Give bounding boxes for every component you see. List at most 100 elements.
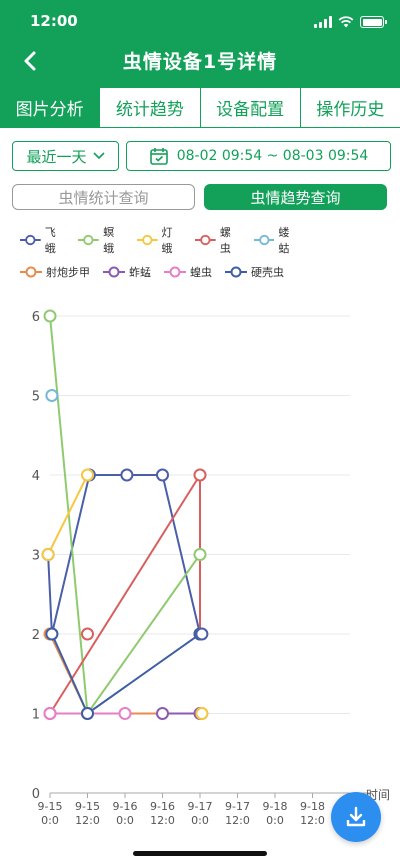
signal-icon <box>314 16 332 28</box>
x-tick-date: 9-16 <box>150 800 175 813</box>
time-range-select[interactable]: 最近一天 <box>12 141 119 171</box>
y-tick-label: 5 <box>32 390 40 405</box>
legend-item[interactable]: 灯蛾 <box>136 224 182 256</box>
series-line <box>47 474 201 635</box>
detail-tabs: 图片分析 统计趋势 设备配置 操作历史 <box>0 88 400 128</box>
data-point <box>193 468 207 482</box>
legend-marker <box>103 266 125 278</box>
calendar-icon <box>149 148 168 165</box>
x-tick-time: 0:0 <box>266 814 284 827</box>
legend-marker-dot <box>169 266 181 278</box>
legend-marker <box>195 234 216 246</box>
legend-label: 蚱蜢 <box>129 266 151 279</box>
legend-row: 射炮步甲 蚱蜢 蝗虫 硬壳虫 <box>12 256 312 288</box>
legend-marker <box>164 266 186 278</box>
y-tick-label: 6 <box>32 310 40 325</box>
data-point <box>81 707 94 720</box>
status-time: 12:00 <box>30 12 78 30</box>
x-tick-time: 12:0 <box>300 814 325 827</box>
legend-item[interactable]: 蚱蜢 <box>103 264 151 280</box>
x-tick-time: 12:0 <box>225 814 250 827</box>
legend-marker-dot <box>141 234 153 246</box>
legend-marker-dot <box>83 234 94 246</box>
x-tick-time: 12:0 <box>75 814 100 827</box>
legend-item[interactable]: 射炮步甲 <box>20 264 90 280</box>
battery-icon <box>360 16 387 28</box>
tab-pest-statistics-query[interactable]: 虫情统计查询 <box>12 184 195 210</box>
tab-image-analysis[interactable]: 图片分析 <box>0 88 100 127</box>
tab-pest-trend-query[interactable]: 虫情趋势查询 <box>204 184 387 210</box>
tab-operation-history[interactable]: 操作历史 <box>299 88 400 127</box>
y-tick-label: 3 <box>32 549 40 564</box>
back-arrow-icon[interactable] <box>20 50 42 72</box>
x-tick-time: 12:0 <box>150 814 175 827</box>
tab-device-config[interactable]: 设备配置 <box>199 88 300 127</box>
download-icon <box>346 806 366 827</box>
tab-statistics-trend[interactable]: 统计趋势 <box>99 88 199 127</box>
x-tick-label: 9-17 12:0 <box>225 800 250 827</box>
legend-label: 飞蛾 <box>44 226 56 255</box>
series-line <box>47 474 89 555</box>
x-tick-time: 0:0 <box>41 814 59 827</box>
page-title: 虫情设备1号详情 <box>122 51 278 73</box>
x-tick-label: 9-17 0:0 <box>188 800 213 827</box>
x-tick-label: 9-16 12:0 <box>150 800 175 827</box>
legend-marker-dot <box>258 234 270 246</box>
x-tick-date: 9-18 <box>263 800 288 813</box>
x-tick-date: 9-18 <box>300 800 325 813</box>
series-line <box>49 633 202 715</box>
legend-label: 螟蛾 <box>103 226 115 255</box>
data-point <box>43 707 57 720</box>
x-tick-date: 9-16 <box>113 800 138 813</box>
legend-row: 飞蛾 螟蛾 灯蛾 螺虫 蝼蛄 <box>12 224 312 256</box>
data-point <box>156 707 169 720</box>
legend-label: 灯蛾 <box>161 226 173 255</box>
legend-item[interactable]: 螺虫 <box>195 224 240 256</box>
legend-item[interactable]: 蝼蛄 <box>253 224 299 256</box>
data-point <box>118 707 132 720</box>
legend-label: 硬壳虫 <box>251 266 284 279</box>
legend-marker-dot <box>230 266 242 278</box>
x-tick-label: 9-18 0:0 <box>263 800 288 827</box>
date-range-text: 08-02 09:54 ~ 08-03 09:54 <box>176 148 369 164</box>
legend-marker <box>20 234 41 246</box>
status-bar: 12:00 <box>0 0 400 44</box>
data-point <box>41 548 55 561</box>
download-button[interactable] <box>331 792 381 842</box>
data-point <box>43 309 57 323</box>
data-point <box>156 468 169 482</box>
x-tick-label: 9-18 12:0 <box>300 800 325 827</box>
chevron-down-icon <box>92 152 105 160</box>
legend-marker-dot <box>25 234 36 246</box>
y-tick-label: 0 <box>32 787 40 802</box>
y-tick-label: 2 <box>32 628 40 643</box>
time-range-label: 最近一天 <box>26 147 87 166</box>
data-point <box>195 707 209 720</box>
legend-label: 螺虫 <box>219 226 231 255</box>
legend-item[interactable]: 螟蛾 <box>78 224 123 256</box>
wifi-icon <box>338 16 354 28</box>
top-bar: 12:00 虫情设备1号详情 <box>0 0 400 88</box>
data-point <box>45 389 59 402</box>
legend-item[interactable]: 飞蛾 <box>20 224 65 256</box>
data-point <box>193 548 207 561</box>
data-point <box>81 627 94 641</box>
data-point <box>120 468 134 482</box>
legend-item[interactable]: 硬壳虫 <box>225 264 284 280</box>
legend-marker <box>253 234 275 246</box>
legend-item[interactable]: 蝗虫 <box>164 264 212 280</box>
data-point <box>45 627 59 641</box>
x-tick-time: 0:0 <box>116 814 134 827</box>
x-tick-date: 9-15 <box>38 800 63 813</box>
data-point <box>81 468 94 482</box>
legend-marker <box>78 234 100 246</box>
x-tick-label: 9-16 0:0 <box>113 800 138 827</box>
date-range-picker[interactable]: 08-02 09:54 ~ 08-03 09:54 <box>126 141 391 171</box>
legend-marker-dot <box>108 266 120 278</box>
legend-label: 蝗虫 <box>190 266 212 279</box>
x-tick-label: 9-15 12:0 <box>75 800 100 827</box>
x-tick-date: 9-15 <box>75 800 100 813</box>
home-indicator <box>133 851 267 856</box>
legend-marker <box>136 234 158 246</box>
